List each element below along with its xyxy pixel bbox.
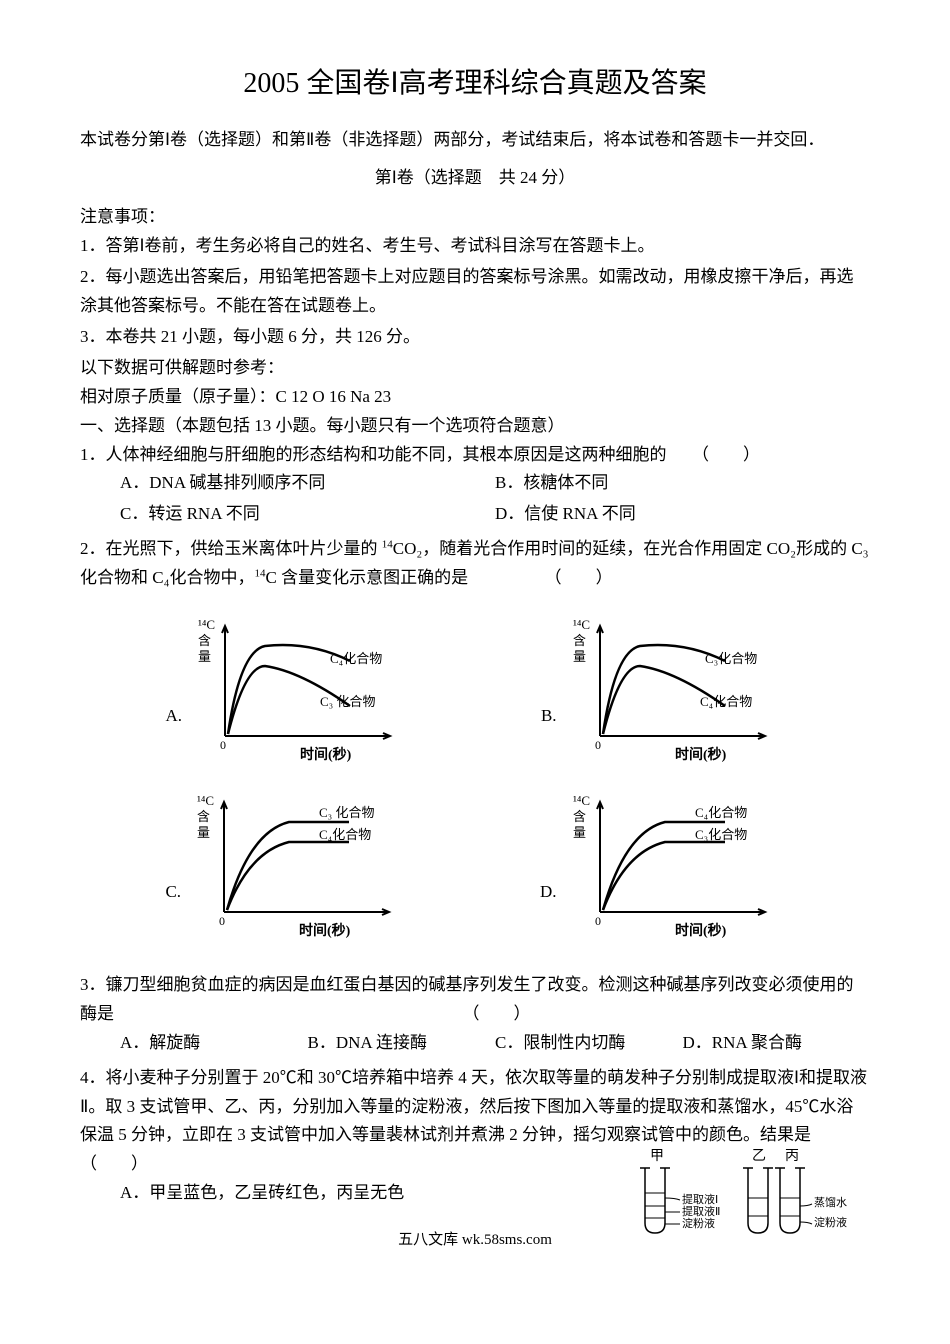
q1-option-c: C．转运 RNA 不同 [120, 500, 495, 529]
chart-b-origin: 0 [595, 738, 601, 752]
notice-title: 注意事项： [80, 203, 870, 232]
q1-stem: 1．人体神经细胞与肝细胞的形态结构和功能不同，其根本原因是这两种细胞的 （ ） [80, 441, 870, 470]
q2-stem-p1: 2．在光照下，供给玉米离体叶片少量的 [80, 539, 382, 558]
q3-stem: 3．镰刀型细胞贫血症的病因是血红蛋白基因的碱基序列发生了改变。检测这种碱基序列改… [80, 971, 870, 1029]
chart-c-ylabel-2: 含 [197, 809, 210, 824]
chart-b-svg: ¹⁴C 含 量 0 时间(秒) C₃化合物 C₄化合物 [565, 611, 785, 771]
q3-option-a: A．解旋酶 [120, 1029, 308, 1058]
chart-b-xlabel: 时间(秒) [675, 746, 727, 763]
chart-c-ylabel-1: ¹⁴C [197, 793, 214, 808]
tube3-layer1: 蒸馏水 [814, 1195, 847, 1209]
q2-stem-p3: C 含量变化示意图正确的是 （ ） [266, 568, 613, 587]
q1-option-b: B．核糖体不同 [495, 469, 870, 498]
intro-text: 本试卷分第Ⅰ卷（选择题）和第Ⅱ卷（非选择题）两部分，考试结束后，将本试卷和答题卡… [80, 126, 870, 155]
q3-option-b: B．DNA 连接酶 [308, 1029, 496, 1058]
reference-data: 相对原子质量（原子量）：C 12 O 16 Na 23 [80, 383, 870, 412]
chart-a-ylabel-2: 含 [198, 633, 211, 648]
tube3-layer2: 淀粉液 [814, 1215, 847, 1229]
chart-d-origin: 0 [595, 914, 601, 928]
notice-3: 3．本卷共 21 小题，每小题 6 分，共 126 分。 [80, 323, 870, 352]
question-4: 4．将小麦种子分别置于 20℃和 30℃培养箱中培养 4 天，依次取等量的萌发种… [80, 1064, 870, 1208]
chart-a-label: A. [165, 702, 182, 771]
chart-b-ylabel-1: ¹⁴C [573, 617, 590, 632]
chart-d-curve-upper: C₄化合物 [695, 805, 747, 820]
chart-a-xlabel: 时间(秒) [300, 746, 352, 763]
chart-b-ylabel-2: 含 [573, 633, 586, 648]
question-1: 1．人体神经细胞与肝细胞的形态结构和功能不同，其根本原因是这两种细胞的 （ ） … [80, 441, 870, 530]
chart-c-xlabel: 时间(秒) [299, 922, 351, 939]
chart-a-ylabel-1: ¹⁴C [198, 617, 215, 632]
section-1-header: 第Ⅰ卷（选择题 共 24 分） [80, 164, 870, 193]
tube1-layer1: 提取液Ⅰ [682, 1192, 718, 1206]
chart-d-svg: ¹⁴C 含 量 0 时间(秒) C₄化合物 C₃化合物 [565, 787, 785, 947]
reference-data-label: 以下数据可供解题时参考： [80, 354, 870, 383]
page-title: 2005 全国卷Ⅰ高考理科综合真题及答案 [80, 60, 870, 108]
chart-b-curve-upper: C₃化合物 [705, 651, 757, 666]
tube1-label: 甲 [650, 1149, 664, 1164]
tube1-layer2: 提取液Ⅱ [682, 1204, 720, 1218]
chart-b-label: B. [541, 702, 557, 771]
chart-d-xlabel: 时间(秒) [675, 922, 727, 939]
tube2-label: 乙 [752, 1148, 766, 1164]
chart-d-ylabel-1: ¹⁴C [573, 793, 590, 808]
tube1-layer3: 淀粉液 [682, 1216, 715, 1230]
q1-option-d: D．信使 RNA 不同 [495, 500, 870, 529]
q2-charts: A. ¹⁴C 含 量 0 时间(秒) C₄化合物 C₃ 化合物 B. [80, 593, 870, 965]
q1-option-a: A．DNA 碱基排列顺序不同 [120, 469, 495, 498]
chart-b-ylabel-3: 量 [573, 649, 586, 664]
chart-d-wrapper: D. ¹⁴C 含 量 0 时间(秒) C₄化合物 C₃化合物 [540, 787, 785, 947]
question-3: 3．镰刀型细胞贫血症的病因是血红蛋白基因的碱基序列发生了改变。检测这种碱基序列改… [80, 971, 870, 1058]
chart-a-ylabel-3: 量 [198, 649, 211, 664]
q4-option-a: A．甲呈蓝色，乙呈砖红色，丙呈无色 [120, 1183, 404, 1202]
chart-d-ylabel-2: 含 [573, 809, 586, 824]
chart-d-ylabel-3: 量 [573, 825, 586, 840]
chart-c-label: C. [165, 878, 181, 947]
q4-diagram-svg: 甲 提取液Ⅰ 提取液Ⅱ 淀粉液 乙 丙 蒸馏水 淀粉液 [620, 1148, 850, 1248]
chart-a-origin: 0 [220, 738, 226, 752]
chart-d-label: D. [540, 878, 557, 947]
notice-2: 2．每小题选出答案后，用铅笔把答题卡上对应题目的答案标号涂黑。如需改动，用橡皮擦… [80, 263, 870, 321]
chart-a-svg: ¹⁴C 含 量 0 时间(秒) C₄化合物 C₃ 化合物 [190, 611, 410, 771]
q2-stem: 2．在光照下，供给玉米离体叶片少量的 14CO₂，随着光合作用时间的延续，在光合… [80, 535, 870, 593]
notice-1: 1．答第Ⅰ卷前，考生务必将自己的姓名、考生号、考试科目涂写在答题卡上。 [80, 232, 870, 261]
chart-c-curve-upper: C₃ 化合物 [319, 805, 374, 820]
question-2: 2．在光照下，供给玉米离体叶片少量的 14CO₂，随着光合作用时间的延续，在光合… [80, 535, 870, 965]
tube3-label: 丙 [785, 1149, 799, 1164]
chart-b-curve-lower: C₄化合物 [700, 694, 752, 709]
q3-option-c: C．限制性内切酶 [495, 1029, 683, 1058]
part1-header: 一、选择题（本题包括 13 小题。每小题只有一个选项符合题意） [80, 412, 870, 441]
chart-a-curve-lower: C₃ 化合物 [320, 694, 375, 709]
chart-c-wrapper: C. ¹⁴C 含 量 0 时间(秒) C₃ 化合物 C₄化合物 [165, 787, 409, 947]
chart-c-svg: ¹⁴C 含 量 0 时间(秒) C₃ 化合物 C₄化合物 [189, 787, 409, 947]
q3-option-d: D．RNA 聚合酶 [683, 1029, 871, 1058]
chart-a-curve-upper: C₄化合物 [330, 651, 382, 666]
chart-b-wrapper: B. ¹⁴C 含 量 0 时间(秒) C₃化合物 C₄化合物 [541, 611, 785, 771]
chart-a-wrapper: A. ¹⁴C 含 量 0 时间(秒) C₄化合物 C₃ 化合物 [165, 611, 410, 771]
chart-d-curve-lower: C₃化合物 [695, 827, 747, 842]
chart-c-origin: 0 [219, 914, 225, 928]
chart-c-curve-lower: C₄化合物 [319, 827, 371, 842]
chart-c-ylabel-3: 量 [197, 825, 210, 840]
